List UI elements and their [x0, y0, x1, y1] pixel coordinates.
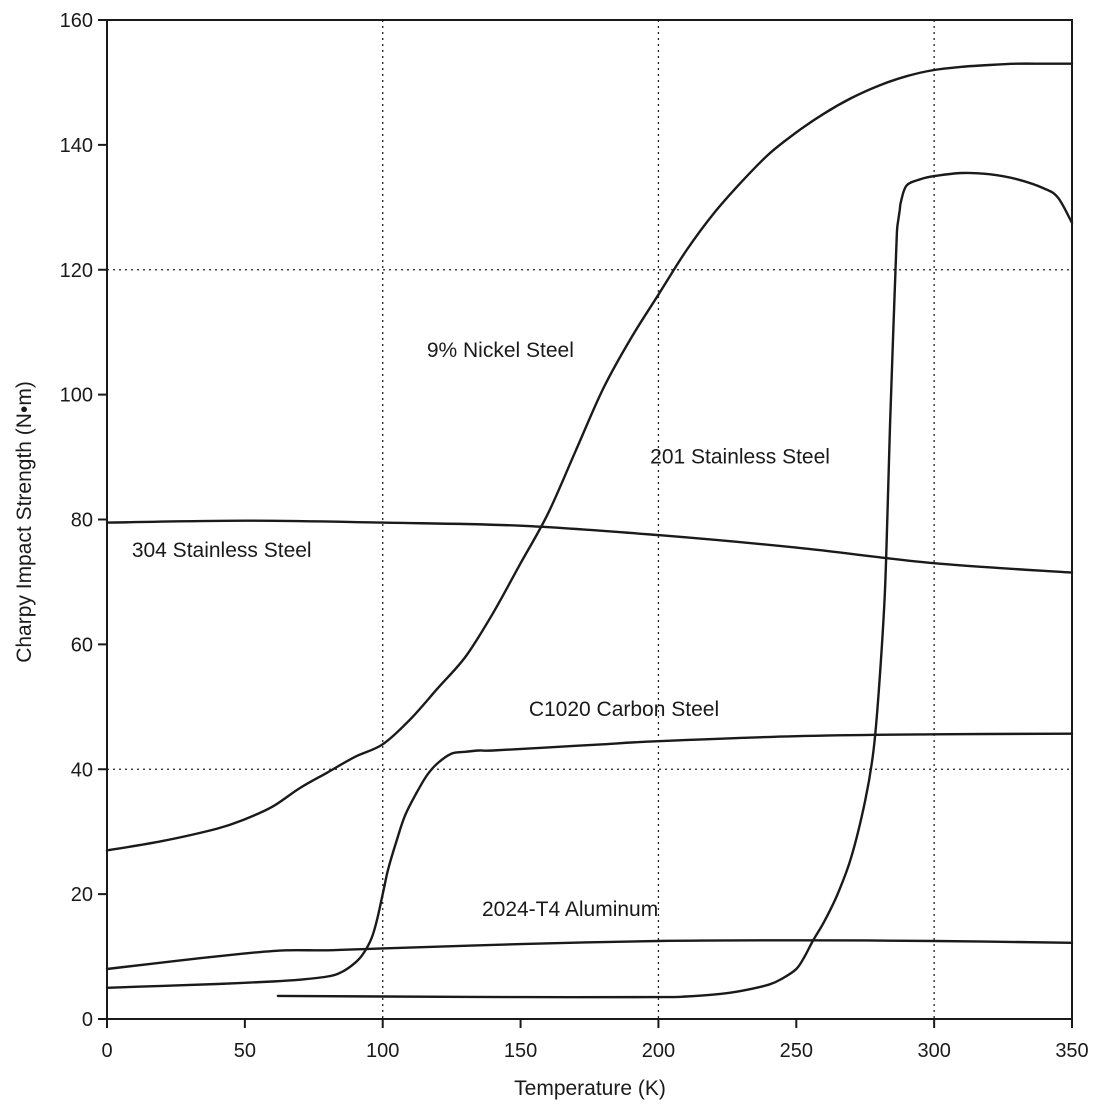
series-curves — [105, 62, 1074, 999]
x-tick-label-100: 100 — [366, 1040, 399, 1062]
y-tick-label-160: 160 — [60, 10, 93, 32]
label-201-stainless-steel: 201 Stainless Steel — [650, 445, 830, 468]
y-tick-label-60: 60 — [71, 634, 93, 656]
y-tick-label-120: 120 — [60, 260, 93, 282]
series-line-9-nickel-steel — [105, 62, 1074, 852]
y-axis-label: Charpy Impact Strength (N•m) — [13, 381, 36, 663]
y-tick-label-40: 40 — [71, 759, 93, 781]
x-axis-label: Temperature (K) — [514, 1077, 666, 1100]
series-line-2024-t4-aluminum — [105, 939, 1074, 971]
label-2024-t4-aluminum: 2024-T4 Aluminum — [482, 898, 658, 921]
series-line-201-stainless-steel — [276, 171, 1074, 999]
axis-ticks — [98, 19, 1073, 1028]
series-line-c1020-carbon-steel — [105, 732, 1074, 989]
x-tick-labels: 0 50 100 150 200 250 300 350 — [101, 1040, 1088, 1062]
y-tick-label-20: 20 — [71, 884, 93, 906]
plot-frame — [106, 19, 1073, 1020]
y-tick-label-100: 100 — [60, 385, 93, 407]
label-304-stainless-steel: 304 Stainless Steel — [132, 539, 312, 562]
label-c1020-carbon-steel: C1020 Carbon Steel — [529, 698, 719, 721]
x-tick-label-150: 150 — [504, 1040, 537, 1062]
x-tick-label-50: 50 — [234, 1040, 256, 1062]
y-tick-labels: 0 20 40 60 80 100 120 140 160 — [60, 10, 93, 1031]
series-line-304-stainless-steel — [105, 519, 1074, 574]
x-tick-label-300: 300 — [917, 1040, 950, 1062]
gridlines — [107, 20, 1072, 1019]
x-tick-label-200: 200 — [642, 1040, 675, 1062]
curve-annotations: 9% Nickel Steel 201 Stainless Steel 304 St… — [132, 339, 830, 921]
y-tick-label-0: 0 — [82, 1009, 93, 1031]
y-tick-label-80: 80 — [71, 510, 93, 532]
x-tick-label-350: 350 — [1055, 1040, 1088, 1062]
x-tick-label-0: 0 — [101, 1040, 112, 1062]
y-tick-label-140: 140 — [60, 135, 93, 157]
label-9-nickel-steel: 9% Nickel Steel — [427, 339, 574, 362]
x-tick-label-250: 250 — [780, 1040, 813, 1062]
